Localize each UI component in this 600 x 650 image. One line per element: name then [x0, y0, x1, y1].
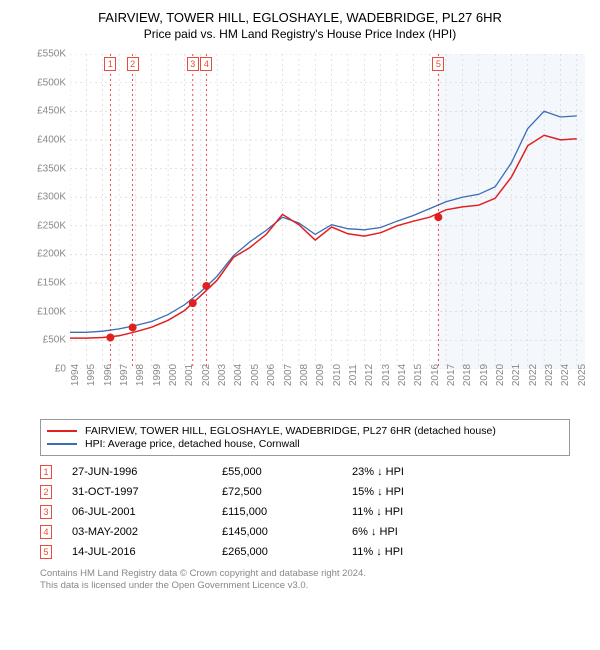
x-tick-label: 2015: [413, 364, 424, 386]
x-tick-label: 2018: [462, 364, 473, 386]
transaction-index: 3: [40, 505, 52, 519]
x-tick-label: 2005: [250, 364, 261, 386]
transaction-date: 31-OCT-1997: [72, 486, 222, 498]
transaction-row: 5 14-JUL-2016£265,00011% ↓ HPI: [40, 542, 570, 562]
y-tick-label: £100K: [37, 306, 66, 317]
transaction-diff: 23% ↓ HPI: [352, 466, 472, 478]
transaction-row: 1 27-JUN-1996£55,00023% ↓ HPI: [40, 462, 570, 482]
legend-swatch: [47, 430, 77, 432]
x-tick-label: 2020: [495, 364, 506, 386]
title-line1: FAIRVIEW, TOWER HILL, EGLOSHAYLE, WADEBR…: [10, 10, 590, 25]
title-block: FAIRVIEW, TOWER HILL, EGLOSHAYLE, WADEBR…: [10, 10, 590, 41]
x-tick-label: 1999: [152, 364, 163, 386]
transaction-index: 2: [40, 485, 52, 499]
sale-marker-box: 3: [187, 57, 199, 71]
legend-row: HPI: Average price, detached house, Corn…: [47, 438, 563, 450]
transaction-diff: 15% ↓ HPI: [352, 486, 472, 498]
y-tick-label: £0: [55, 364, 66, 375]
transaction-diff: 11% ↓ HPI: [352, 546, 472, 558]
legend-label: HPI: Average price, detached house, Corn…: [85, 438, 300, 450]
y-tick-label: £350K: [37, 163, 66, 174]
title-line2: Price paid vs. HM Land Registry's House …: [10, 27, 590, 41]
transactions-table: 1 27-JUN-1996£55,00023% ↓ HPI 2 31-OCT-1997…: [40, 462, 570, 562]
x-tick-label: 2000: [168, 364, 179, 386]
footer-line1: Contains HM Land Registry data © Crown c…: [40, 568, 590, 580]
x-tick-label: 2024: [560, 364, 571, 386]
sale-marker-box: 2: [127, 57, 139, 71]
transaction-row: 2 31-OCT-1997£72,50015% ↓ HPI: [40, 482, 570, 502]
transaction-index: 5: [40, 545, 52, 559]
transaction-row: 4 03-MAY-2002£145,0006% ↓ HPI: [40, 522, 570, 542]
legend: FAIRVIEW, TOWER HILL, EGLOSHAYLE, WADEBR…: [40, 419, 570, 456]
x-tick-label: 2023: [544, 364, 555, 386]
x-tick-label: 2021: [511, 364, 522, 386]
y-tick-label: £500K: [37, 77, 66, 88]
x-tick-label: 1997: [119, 364, 130, 386]
footer-line2: This data is licensed under the Open Gov…: [40, 580, 590, 592]
y-tick-label: £250K: [37, 220, 66, 231]
x-tick-label: 1998: [135, 364, 146, 386]
legend-swatch: [47, 443, 77, 445]
y-tick-label: £200K: [37, 249, 66, 260]
transaction-price: £265,000: [222, 546, 352, 558]
transaction-price: £72,500: [222, 486, 352, 498]
transaction-date: 14-JUL-2016: [72, 546, 222, 558]
footer: Contains HM Land Registry data © Crown c…: [40, 568, 590, 593]
legend-label: FAIRVIEW, TOWER HILL, EGLOSHAYLE, WADEBR…: [85, 425, 496, 437]
transaction-diff: 11% ↓ HPI: [352, 506, 472, 518]
x-tick-label: 2016: [430, 364, 441, 386]
transaction-index: 1: [40, 465, 52, 479]
transaction-date: 27-JUN-1996: [72, 466, 222, 478]
y-tick-label: £300K: [37, 192, 66, 203]
x-tick-label: 2003: [217, 364, 228, 386]
transaction-row: 3 06-JUL-2001£115,00011% ↓ HPI: [40, 502, 570, 522]
x-tick-label: 1996: [103, 364, 114, 386]
x-tick-label: 2012: [364, 364, 375, 386]
transaction-diff: 6% ↓ HPI: [352, 526, 472, 538]
plot-svg: [70, 54, 585, 369]
x-tick-label: 2009: [315, 364, 326, 386]
transaction-price: £115,000: [222, 506, 352, 518]
legend-row: FAIRVIEW, TOWER HILL, EGLOSHAYLE, WADEBR…: [47, 425, 563, 437]
transaction-price: £145,000: [222, 526, 352, 538]
x-tick-label: 2010: [332, 364, 343, 386]
x-tick-label: 2002: [201, 364, 212, 386]
x-tick-label: 2025: [577, 364, 588, 386]
sale-marker-box: 1: [104, 57, 116, 71]
sale-marker-box: 5: [432, 57, 444, 71]
x-tick-label: 1995: [86, 364, 97, 386]
x-tick-label: 2004: [233, 364, 244, 386]
y-tick-label: £50K: [43, 335, 66, 346]
y-tick-label: £550K: [37, 49, 66, 60]
x-tick-label: 2014: [397, 364, 408, 386]
chart-container: FAIRVIEW, TOWER HILL, EGLOSHAYLE, WADEBR…: [10, 10, 590, 593]
transaction-date: 03-MAY-2002: [72, 526, 222, 538]
sale-marker-box: 4: [200, 57, 212, 71]
plot-inner: £0£50K£100K£150K£200K£250K£300K£350K£400…: [70, 54, 585, 369]
x-tick-label: 2007: [283, 364, 294, 386]
x-tick-label: 2011: [348, 364, 359, 386]
transaction-price: £55,000: [222, 466, 352, 478]
x-tick-label: 2022: [528, 364, 539, 386]
x-tick-label: 1994: [70, 364, 81, 386]
y-tick-label: £400K: [37, 134, 66, 145]
transaction-index: 4: [40, 525, 52, 539]
x-tick-label: 2013: [381, 364, 392, 386]
x-tick-label: 2006: [266, 364, 277, 386]
x-tick-label: 2019: [479, 364, 490, 386]
y-tick-label: £150K: [37, 278, 66, 289]
x-tick-label: 2008: [299, 364, 310, 386]
y-tick-label: £450K: [37, 106, 66, 117]
x-tick-label: 2001: [184, 364, 195, 386]
plot-area: £0 £50K £100K £150K £200K £250K £300K £350K £400…: [30, 49, 590, 409]
x-tick-label: 2017: [446, 364, 457, 386]
transaction-date: 06-JUL-2001: [72, 506, 222, 518]
